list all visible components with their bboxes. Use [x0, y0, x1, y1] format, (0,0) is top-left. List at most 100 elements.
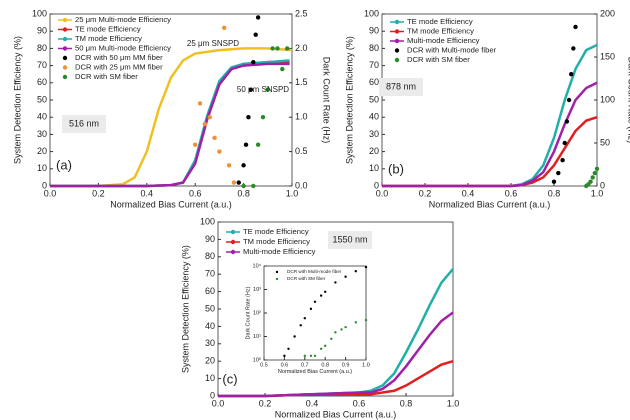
x-tick-label: 0.7: [301, 362, 309, 368]
y-tick-label: 10: [37, 163, 47, 173]
y2-axis-label: Dark Count Rate (Hz): [322, 57, 332, 144]
dcr-point: [246, 115, 251, 120]
x-tick-label: 1.0: [362, 362, 370, 368]
y2-tick-label: 1.5: [295, 77, 308, 87]
y-tick-label: 10³: [253, 287, 261, 293]
dcr-point: [255, 142, 261, 147]
legend-label: DCR with 50 μm MM fiber: [75, 53, 163, 62]
dcr-point: [319, 347, 323, 350]
y-tick-label: 60: [37, 77, 47, 87]
dcr-point: [248, 87, 254, 92]
dcr-point: [569, 72, 574, 77]
dcr-point: [265, 87, 270, 92]
y-tick-label: 90: [369, 26, 379, 36]
dcr-point: [241, 183, 246, 189]
legend-marker: [62, 27, 68, 32]
legend-marker: [275, 277, 279, 281]
legend-marker: [394, 57, 400, 63]
dcr-point: [284, 46, 290, 51]
y-tick-label: 10⁰: [253, 356, 262, 363]
y-tick-label: 10⁴: [253, 262, 262, 269]
dcr-point: [313, 354, 317, 358]
dcr-point: [364, 265, 368, 269]
y2-tick-label: 50: [600, 137, 610, 147]
legend-marker: [394, 38, 400, 44]
y-tick-label: 10: [369, 163, 379, 173]
y2-tick-label: 200: [600, 8, 615, 18]
y-tick-label: 20: [37, 146, 47, 156]
y2-tick-label: 2.0: [295, 43, 308, 53]
y-tick-label: 0: [374, 180, 379, 190]
legend-marker: [62, 65, 68, 70]
legend-marker: [62, 46, 68, 51]
y-axis-label: System Detection Efficiency (%): [12, 36, 22, 164]
y-axis-label: Dark Count Rate (Hz): [245, 286, 251, 339]
dcr-point: [283, 354, 286, 358]
y2-tick-label: 0.0: [295, 180, 308, 190]
legend-label: 50 μm Multi-mode Efficiency: [75, 44, 171, 53]
x-tick-label: 0.2: [259, 398, 272, 408]
y-tick-label: 0: [210, 390, 215, 400]
dcr-point: [270, 46, 275, 51]
y-tick-label: 70: [369, 60, 379, 70]
dcr-point: [334, 331, 337, 334]
dcr-point: [241, 163, 246, 168]
annotation: 878 nm: [386, 81, 416, 91]
x-tick-label: 0.8: [237, 188, 250, 198]
dcr-point: [293, 335, 296, 338]
dcr-point: [590, 175, 595, 180]
dcr-point: [551, 179, 557, 184]
y-tick-label: 70: [37, 60, 47, 70]
x-tick-label: 0.9: [342, 362, 350, 368]
x-tick-label: 0.6: [281, 362, 289, 368]
dcr-point: [222, 25, 227, 30]
dcr-point: [354, 270, 357, 273]
dcr-point: [324, 290, 327, 293]
dcr-point: [275, 46, 280, 51]
legend-label: TM mode Efficiency: [243, 237, 310, 246]
x-tick-label: 0.4: [462, 188, 475, 198]
dcr-point: [299, 324, 302, 327]
efficiency-line: [50, 62, 290, 188]
legend-label: DCR with Multi-mode fiber: [287, 269, 342, 274]
y2-tick-label: 0: [600, 180, 605, 190]
dcr-point: [303, 317, 306, 320]
dcr-point: [324, 344, 327, 348]
annotation: 1550 nm: [332, 234, 367, 244]
y-tick-label: 10²: [253, 310, 261, 316]
legend-label: TE mode Efficiency: [407, 17, 473, 26]
efficiency-line: [382, 116, 598, 188]
y-tick-label: 80: [369, 43, 379, 53]
x-tick-label: 0.0: [212, 398, 225, 408]
y2-tick-label: 1.0: [295, 112, 308, 122]
y-tick-label: 30: [205, 338, 215, 348]
x-tick-label: 0.6: [353, 398, 366, 408]
x-axis-label: Normalized Bias Current (a.u.): [110, 199, 232, 209]
y-tick-label: 80: [205, 251, 215, 261]
dcr-point: [592, 170, 598, 176]
dcr-point: [193, 142, 198, 147]
dcr-point: [260, 115, 266, 120]
legend-marker: [230, 249, 236, 255]
legend-marker: [394, 19, 400, 25]
dcr-point: [236, 180, 241, 185]
y-tick-label: 70: [205, 269, 215, 279]
dcr-point: [255, 15, 261, 20]
legend-marker: [394, 29, 400, 34]
y-tick-label: 40: [205, 321, 215, 331]
y-tick-label: 30: [369, 129, 379, 139]
y-tick-label: 10: [205, 373, 215, 383]
dcr-point: [334, 281, 337, 284]
dcr-point: [253, 32, 258, 37]
dcr-point: [309, 307, 313, 311]
annotation: 50 μm SNSPD: [237, 85, 289, 94]
panel: 0.5 0.6 0.7 0.8 0.9 1.0 10⁰ 10¹ 10² 10³ 10⁴ Normali…: [242, 260, 370, 378]
y-axis-label: System Detection Efficiency (%): [180, 245, 190, 373]
y-tick-label: 0: [42, 180, 47, 190]
y2-tick-label: 0.5: [295, 146, 308, 156]
efficiency-line: [382, 43, 598, 188]
legend-label: Multi-mode Efficiency: [243, 247, 316, 256]
y2-tick-label: 100: [600, 94, 615, 104]
efficiency-line: [382, 81, 598, 188]
y-tick-label: 50: [37, 94, 47, 104]
